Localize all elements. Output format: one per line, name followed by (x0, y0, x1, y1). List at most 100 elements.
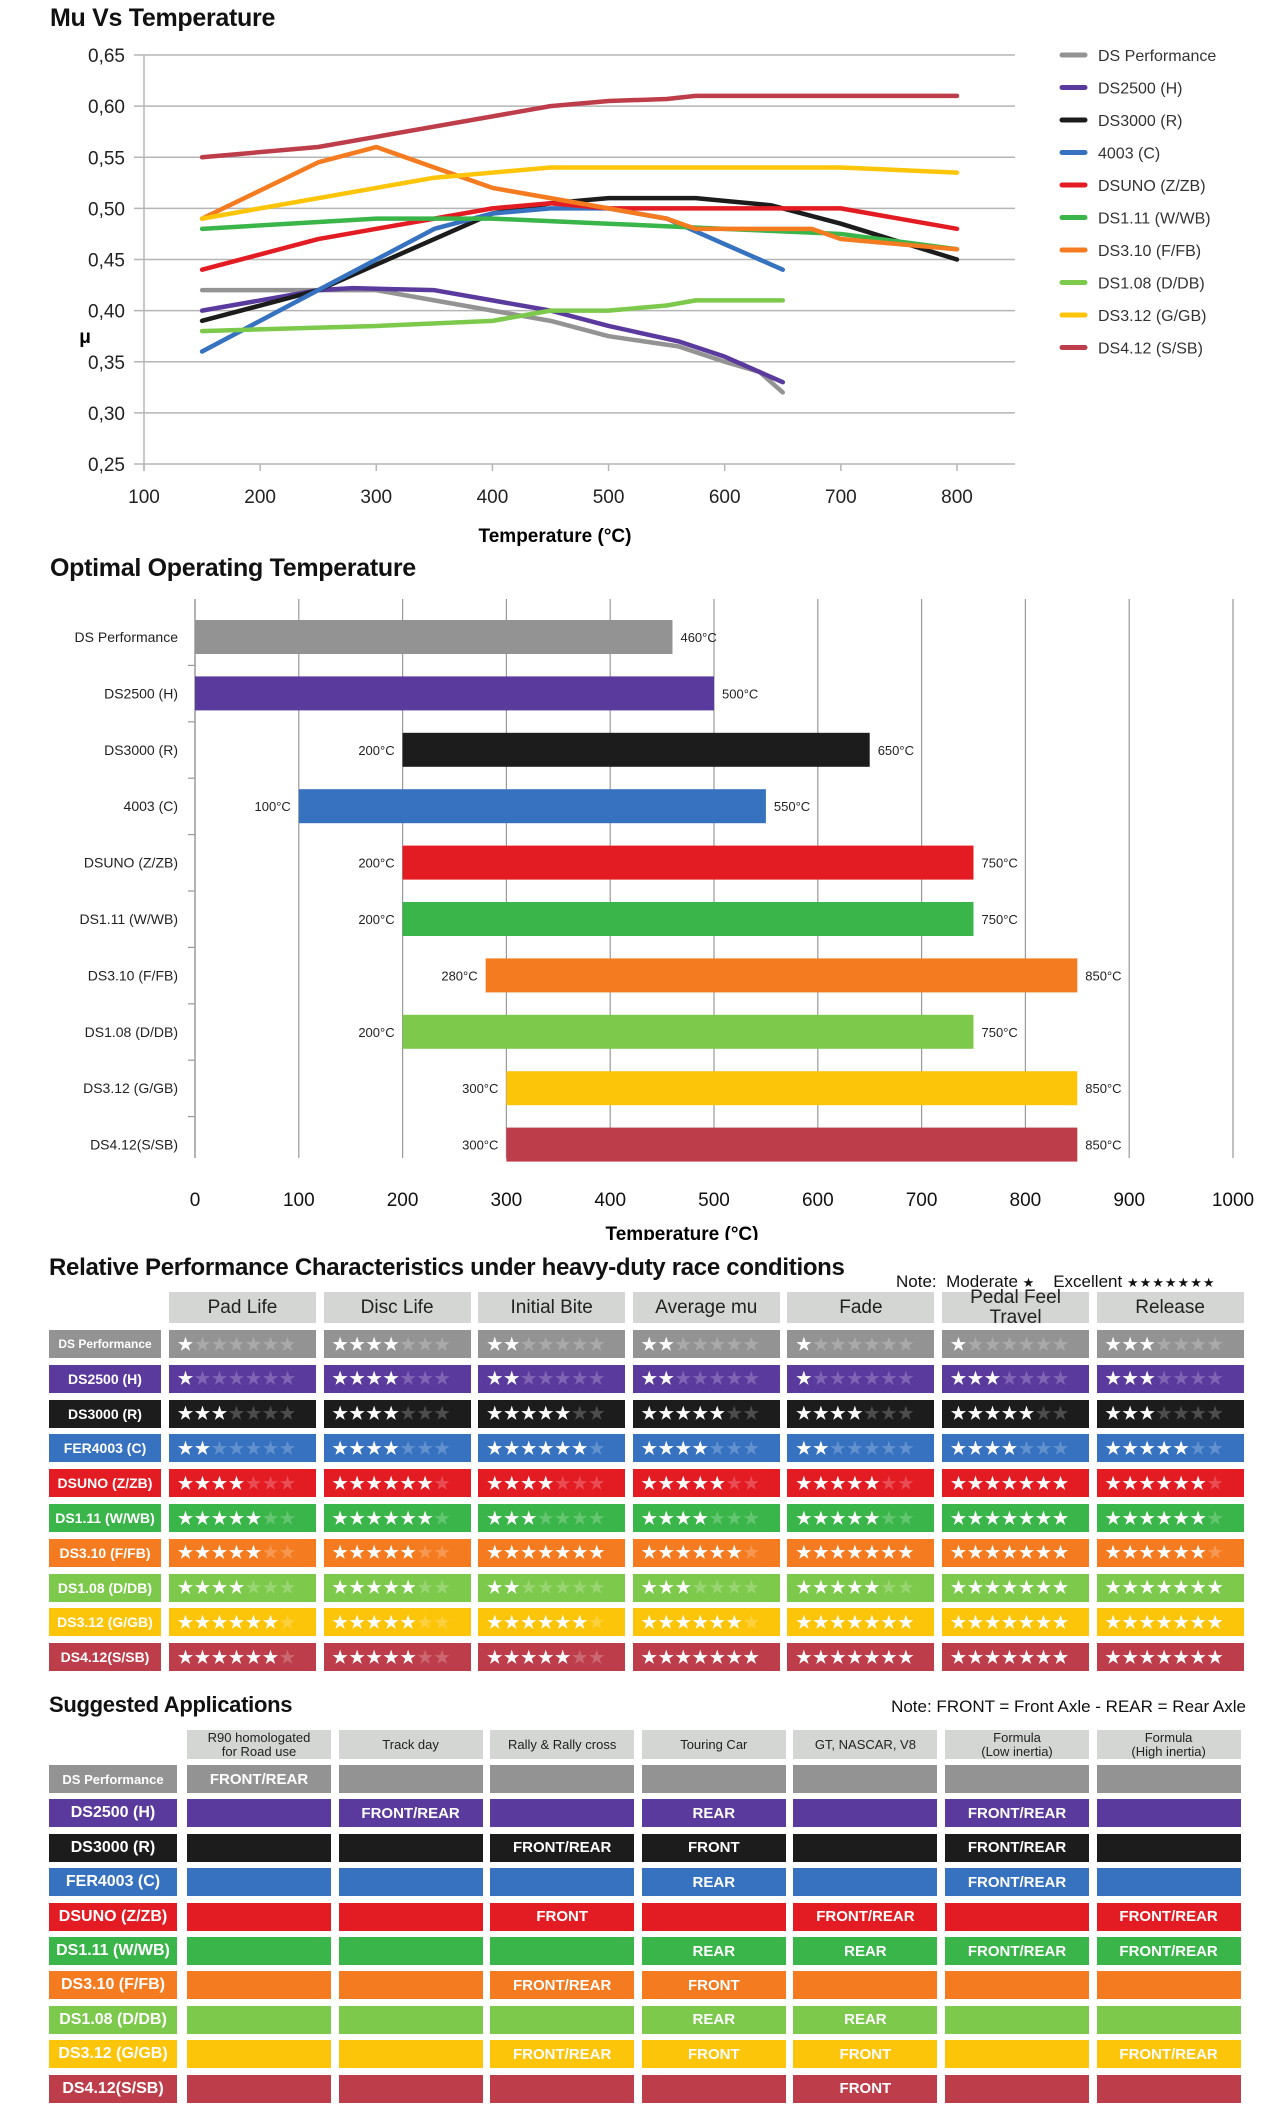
legend-label: DS1.08 (D/DB) (1098, 276, 1205, 293)
rating-cell: ★ ★ ★ ★ ★ ★ ★ (478, 1399, 626, 1428)
star-filled-icon: ★ (194, 1438, 211, 1458)
star-filled-icon: ★ (417, 1508, 433, 1528)
star-filled-icon: ★ (881, 1647, 897, 1667)
star-filled-icon: ★ (177, 1438, 194, 1458)
legend-label: DS2500 (H) (1098, 81, 1182, 98)
star-filled-icon: ★ (366, 1508, 382, 1528)
rating-cell: ★ ★ ★ ★ ★ ★ ★ (169, 1364, 316, 1393)
category-label: DS2500 (H) (104, 685, 178, 701)
star-filled-icon: ★ (332, 1404, 348, 1424)
star-filled-icon: ★ (658, 1334, 674, 1354)
star-empty-icon: ★ (743, 1578, 759, 1598)
applications-title: Suggested Applications (49, 1692, 293, 1717)
star-filled-icon: ★ (521, 1508, 537, 1528)
application-cell (338, 1833, 483, 1862)
star-filled-icon: ★ (349, 1473, 365, 1493)
application-cell (338, 1937, 483, 1965)
star-empty-icon: ★ (726, 1404, 742, 1424)
start-label: 300°C (462, 1081, 498, 1096)
star-filled-icon: ★ (950, 1578, 967, 1598)
star-filled-icon: ★ (332, 1543, 348, 1563)
star-filled-icon: ★ (847, 1578, 863, 1598)
end-label: 460°C (680, 630, 716, 645)
range-bar (506, 1071, 1078, 1106)
star-filled-icon: ★ (796, 1543, 812, 1563)
star-empty-icon: ★ (881, 1508, 897, 1528)
star-filled-icon: ★ (521, 1543, 537, 1563)
star-filled-icon: ★ (1001, 1404, 1018, 1424)
star-filled-icon: ★ (332, 1334, 348, 1354)
star-filled-icon: ★ (245, 1508, 262, 1528)
application-cell (338, 2074, 483, 2103)
start-label: 200°C (358, 912, 394, 927)
rating-cell: ★ ★ ★ ★ ★ ★ ★ (323, 1504, 471, 1532)
star-filled-icon: ★ (228, 1473, 245, 1493)
star-filled-icon: ★ (830, 1543, 846, 1563)
star-filled-icon: ★ (1139, 1473, 1155, 1493)
application-cell: REAR (793, 1937, 938, 1965)
star-empty-icon: ★ (572, 1647, 588, 1667)
x-tick-label: 300 (360, 487, 392, 508)
star-filled-icon: ★ (796, 1438, 812, 1458)
star-filled-icon: ★ (830, 1612, 846, 1632)
star-filled-icon: ★ (1139, 1438, 1155, 1458)
star-empty-icon: ★ (589, 1612, 605, 1632)
star-filled-icon: ★ (641, 1473, 657, 1493)
star-empty-icon: ★ (743, 1369, 759, 1389)
star-empty-icon: ★ (400, 1369, 416, 1389)
end-label: 750°C (982, 1025, 1018, 1040)
star-filled-icon: ★ (1052, 1473, 1069, 1493)
star-empty-icon: ★ (1207, 1404, 1223, 1424)
star-filled-icon: ★ (211, 1647, 228, 1667)
rating-cell: ★ ★ ★ ★ ★ ★ ★ (787, 1469, 935, 1498)
star-filled-icon: ★ (487, 1473, 503, 1493)
star-filled-icon: ★ (349, 1369, 365, 1389)
rating-cell: ★ ★ ★ ★ ★ ★ ★ (1096, 1504, 1244, 1532)
row-label: DS Performance (49, 1330, 161, 1358)
star-empty-icon: ★ (984, 1334, 1001, 1354)
star-empty-icon: ★ (434, 1473, 450, 1493)
rating-cell: ★ ★ ★ ★ ★ ★ ★ (169, 1330, 316, 1358)
rating-cell: ★ ★ ★ ★ ★ ★ ★ (787, 1399, 935, 1428)
star-filled-icon: ★ (984, 1543, 1001, 1563)
star-filled-icon: ★ (366, 1647, 382, 1667)
star-empty-icon: ★ (1001, 1334, 1018, 1354)
rating-cell: ★ ★ ★ ★ ★ ★ ★ (632, 1643, 780, 1672)
rating-cell: ★ ★ ★ ★ ★ ★ ★ (787, 1364, 935, 1393)
rating-cell: ★ ★ ★ ★ ★ ★ ★ (1096, 1573, 1244, 1602)
star-filled-icon: ★ (1035, 1612, 1052, 1632)
star-empty-icon: ★ (881, 1438, 897, 1458)
application-cell: FRONT (641, 1971, 786, 2000)
star-filled-icon: ★ (1001, 1438, 1018, 1458)
end-label: 750°C (982, 856, 1018, 871)
star-filled-icon: ★ (675, 1612, 691, 1632)
star-empty-icon: ★ (434, 1612, 450, 1632)
application-cell (338, 1971, 483, 2000)
rating-cell: ★ ★ ★ ★ ★ ★ ★ (1096, 1399, 1244, 1428)
star-filled-icon: ★ (572, 1612, 588, 1632)
star-empty-icon: ★ (898, 1404, 914, 1424)
rating-cell: ★ ★ ★ ★ ★ ★ ★ (787, 1608, 935, 1637)
star-filled-icon: ★ (487, 1404, 503, 1424)
rating-cell: ★ ★ ★ ★ ★ ★ ★ (1096, 1608, 1244, 1637)
series-line (199, 216, 960, 252)
start-label: 200°C (358, 1025, 394, 1040)
star-filled-icon: ★ (658, 1369, 674, 1389)
star-filled-icon: ★ (504, 1508, 520, 1528)
star-filled-icon: ★ (658, 1438, 674, 1458)
rating-cell: ★ ★ ★ ★ ★ ★ ★ (942, 1573, 1089, 1602)
star-filled-icon: ★ (349, 1438, 365, 1458)
star-empty-icon: ★ (864, 1369, 880, 1389)
star-filled-icon: ★ (1156, 1438, 1172, 1458)
rating-cell: ★ ★ ★ ★ ★ ★ ★ (632, 1538, 780, 1567)
star-filled-icon: ★ (1105, 1543, 1121, 1563)
star-filled-icon: ★ (1035, 1508, 1052, 1528)
star-empty-icon: ★ (589, 1369, 605, 1389)
star-filled-icon: ★ (349, 1647, 365, 1667)
star-filled-icon: ★ (709, 1404, 725, 1424)
row-label: DS3.10 (F/FB) (49, 1538, 161, 1567)
star-filled-icon: ★ (830, 1473, 846, 1493)
rating-cell: ★ ★ ★ ★ ★ ★ ★ (478, 1434, 626, 1463)
star-filled-icon: ★ (1139, 1508, 1155, 1528)
star-empty-icon: ★ (279, 1369, 296, 1389)
